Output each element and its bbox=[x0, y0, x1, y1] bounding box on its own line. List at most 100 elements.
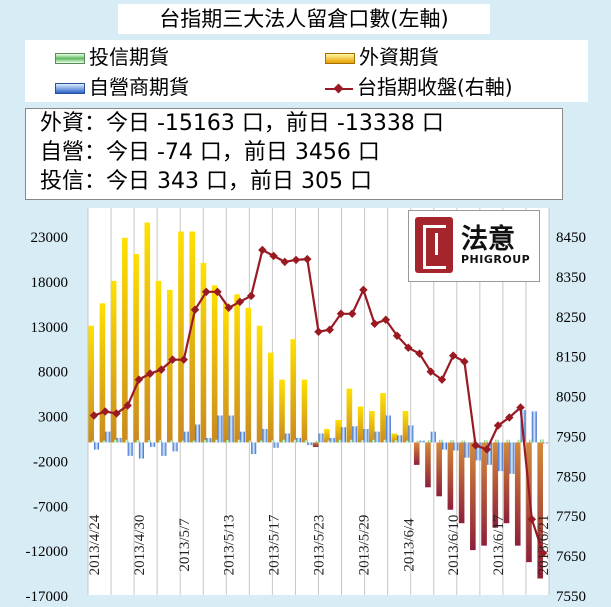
dealer-bar bbox=[363, 428, 369, 443]
right-tick-label: 8450 bbox=[556, 230, 586, 246]
trust-bar bbox=[225, 440, 230, 443]
taiex-point bbox=[145, 369, 155, 378]
trust-bar bbox=[147, 440, 151, 443]
foreign-bar bbox=[357, 406, 364, 443]
foreign-bar bbox=[458, 442, 465, 524]
right-tick-label: 8150 bbox=[556, 350, 586, 366]
trust-bar bbox=[484, 440, 488, 443]
trust-bar bbox=[237, 439, 241, 443]
trust-bar bbox=[394, 440, 398, 443]
foreign-bar bbox=[425, 442, 431, 488]
trust-bar bbox=[528, 439, 533, 443]
legend-foreign-label: 外資期貨 bbox=[359, 45, 439, 69]
right-tick-label: 7750 bbox=[556, 509, 586, 525]
foreign-bar bbox=[470, 442, 476, 551]
dealer-bar bbox=[352, 426, 358, 443]
trust-bar bbox=[540, 439, 544, 443]
dealer-bar bbox=[543, 442, 549, 444]
legend-dealer-label: 自營商期貨 bbox=[89, 75, 189, 99]
taiex-point bbox=[370, 319, 379, 328]
dealer-bar bbox=[206, 437, 212, 443]
x-tick-label: 2013/4/24 bbox=[87, 514, 103, 575]
x-tick-label: 2013/6/10 bbox=[446, 515, 462, 576]
summary-trust: 投信：今日 343 口，前日 305 口 bbox=[40, 169, 372, 194]
foreign-bar bbox=[481, 442, 487, 546]
foreign-bar bbox=[413, 442, 420, 465]
foreign-bar bbox=[245, 307, 252, 443]
foreign-bar bbox=[391, 433, 398, 443]
x-tick-label: 2013/4/30 bbox=[132, 515, 148, 576]
dealer-bar bbox=[138, 442, 144, 459]
taiex-point bbox=[527, 514, 537, 524]
trust-bar bbox=[158, 439, 162, 443]
foreign-bar bbox=[189, 231, 196, 443]
trust-bar bbox=[203, 440, 207, 443]
trust-bar bbox=[259, 440, 263, 443]
taiex-point bbox=[460, 357, 469, 366]
legend: 投信期貨 外資期貨 自營商期貨 台指期收盤(右軸) bbox=[25, 40, 588, 102]
taiex-point bbox=[123, 401, 132, 410]
foreign-bar bbox=[537, 442, 543, 579]
taiex-point bbox=[516, 403, 525, 412]
dealer-bar bbox=[419, 440, 425, 443]
dealer-bar bbox=[94, 442, 100, 450]
logo-text: 法意 bbox=[461, 224, 515, 255]
dealer-bar bbox=[307, 442, 313, 446]
foreign-bar bbox=[256, 325, 263, 443]
trust-bar bbox=[91, 440, 95, 443]
dealer-bar bbox=[397, 435, 403, 443]
dealer-bar bbox=[374, 431, 380, 443]
green-swatch-icon bbox=[55, 53, 85, 64]
taiex-point bbox=[269, 251, 278, 261]
trust-bar bbox=[383, 439, 387, 443]
x-tick-label: 2013/5/29 bbox=[356, 515, 372, 576]
right-tick-label: 8250 bbox=[556, 310, 586, 326]
foreign-bar bbox=[380, 393, 386, 443]
foreign-bar bbox=[526, 442, 532, 563]
dealer-bar bbox=[430, 431, 436, 443]
trust-bar bbox=[517, 439, 522, 443]
trust-bar bbox=[405, 440, 409, 443]
right-axis: 8450 8350 8250 8150 8050 7950 7850 7750 7650 7550 bbox=[556, 230, 586, 605]
taiex-point bbox=[381, 315, 391, 325]
taiex-point bbox=[314, 327, 323, 336]
x-tick-label: 2013/6/21 bbox=[536, 515, 552, 576]
x-tick-label: 2013/5/17 bbox=[267, 514, 283, 575]
foreign-bar bbox=[324, 428, 330, 443]
taiex-point bbox=[202, 287, 211, 297]
taiex-point bbox=[190, 305, 200, 315]
summary-box: 外資：今日 -15163 口，前日 -13338 口 自營：今日 -74 口，前… bbox=[25, 108, 563, 200]
foreign-bar bbox=[267, 352, 274, 443]
foreign-bar bbox=[290, 339, 297, 443]
foreign-bar bbox=[223, 303, 229, 443]
taiex-point bbox=[538, 548, 548, 558]
taiex-point bbox=[359, 285, 368, 295]
taiex-point bbox=[404, 343, 413, 352]
legend-trust: 投信期貨 bbox=[55, 43, 169, 71]
logo-subtext: PHIGROUP bbox=[461, 253, 531, 266]
chart-title: 台指期三大法人留倉口數(左軸) bbox=[118, 4, 490, 34]
foreign-bar bbox=[211, 285, 218, 443]
trust-bar bbox=[371, 439, 376, 443]
x-tick-label: 2013/6/4 bbox=[401, 518, 417, 572]
dealer-bar bbox=[464, 442, 470, 458]
foreign-bar bbox=[234, 294, 240, 443]
trust-bar bbox=[293, 439, 297, 443]
right-tick-label: 8350 bbox=[556, 270, 586, 286]
dealer-bar bbox=[127, 442, 133, 456]
dealer-bar bbox=[453, 442, 459, 451]
foreign-bar bbox=[514, 442, 521, 546]
taiex-point bbox=[112, 409, 121, 418]
taiex-point bbox=[246, 291, 256, 301]
trust-bar bbox=[450, 440, 454, 443]
dealer-bar bbox=[251, 442, 257, 455]
dealer-bar bbox=[509, 442, 515, 474]
taiex-point bbox=[213, 287, 222, 297]
taiex-point bbox=[505, 413, 514, 422]
taiex-point bbox=[336, 309, 346, 319]
dealer-bar bbox=[273, 442, 279, 448]
dealer-bar bbox=[385, 415, 391, 443]
bars bbox=[88, 222, 549, 579]
taiex-point bbox=[303, 254, 312, 264]
legend-dealer: 自營商期貨 bbox=[55, 73, 189, 101]
